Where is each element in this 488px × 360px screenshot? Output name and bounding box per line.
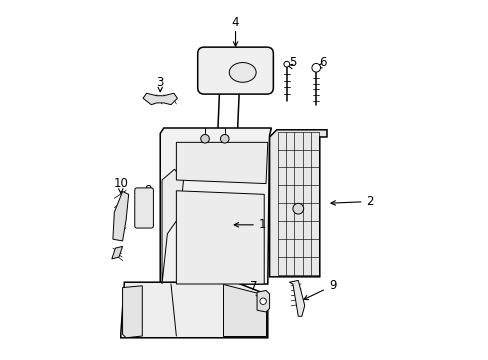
Polygon shape — [162, 169, 183, 284]
Circle shape — [284, 61, 289, 67]
Circle shape — [311, 63, 320, 72]
Polygon shape — [160, 128, 271, 284]
Polygon shape — [121, 282, 267, 338]
Polygon shape — [223, 284, 265, 336]
Polygon shape — [289, 280, 304, 316]
Ellipse shape — [229, 63, 256, 82]
Circle shape — [260, 298, 266, 305]
Polygon shape — [176, 191, 264, 284]
Polygon shape — [142, 93, 177, 105]
Text: 1: 1 — [234, 218, 266, 231]
Text: 9: 9 — [303, 279, 336, 300]
Polygon shape — [122, 286, 142, 338]
Text: 3: 3 — [156, 76, 163, 89]
Polygon shape — [112, 246, 122, 259]
Text: 5: 5 — [288, 56, 296, 69]
Text: 8: 8 — [143, 184, 151, 197]
FancyBboxPatch shape — [135, 188, 153, 228]
Text: 4: 4 — [231, 17, 239, 30]
Polygon shape — [269, 130, 326, 277]
Text: 7: 7 — [249, 280, 260, 298]
Circle shape — [201, 134, 209, 143]
Polygon shape — [176, 142, 267, 184]
Text: 2: 2 — [330, 195, 373, 208]
Polygon shape — [257, 291, 269, 312]
Text: 10: 10 — [113, 177, 128, 190]
Text: 6: 6 — [318, 56, 326, 69]
FancyBboxPatch shape — [197, 47, 273, 94]
Circle shape — [292, 203, 303, 214]
Circle shape — [220, 134, 228, 143]
Polygon shape — [113, 192, 128, 241]
